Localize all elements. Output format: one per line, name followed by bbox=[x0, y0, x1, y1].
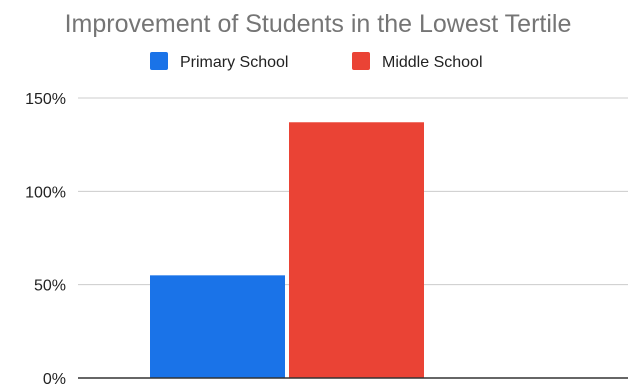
bar-middle-school bbox=[289, 122, 424, 379]
legend-label: Middle School bbox=[382, 54, 483, 71]
legend-swatch-middle-school bbox=[352, 52, 370, 70]
y-tick-label: 50% bbox=[34, 278, 66, 295]
bar-primary-school bbox=[150, 275, 285, 378]
y-tick-label: 150% bbox=[25, 91, 66, 108]
y-tick-label: 0% bbox=[43, 371, 66, 388]
y-tick-label: 100% bbox=[25, 184, 66, 201]
legend: Primary School Middle School bbox=[150, 52, 483, 71]
legend-swatch-primary-school bbox=[150, 52, 168, 70]
chart-title: Improvement of Students in the Lowest Te… bbox=[65, 10, 572, 38]
y-axis: 0% 50% 100% 150% bbox=[25, 91, 66, 388]
legend-label: Primary School bbox=[180, 54, 288, 71]
bars bbox=[150, 122, 424, 379]
